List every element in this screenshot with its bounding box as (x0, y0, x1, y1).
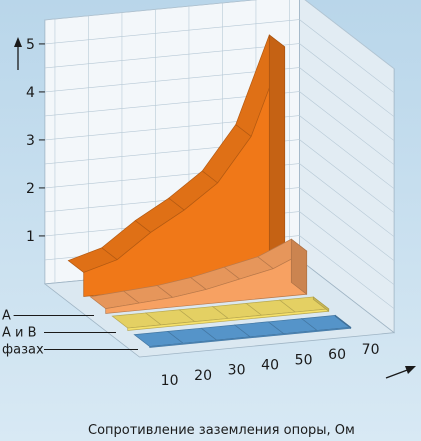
series-ribbons (67, 34, 352, 348)
grid-line-value (44, 0, 395, 69)
series-front-face (105, 250, 308, 314)
y-tick-label: 2 (26, 181, 35, 197)
y-axis-arrow (14, 37, 22, 70)
series-front-face (149, 326, 352, 348)
series-front-face (127, 308, 330, 331)
grid-line-value (44, 163, 395, 237)
x-tick-label: 20 (194, 368, 212, 384)
grid-line-value (44, 43, 395, 117)
series-ribbon (111, 296, 330, 331)
series-legend: A A и B фазах (2, 309, 138, 358)
y-axis-ticks: 1 2 3 4 5 (26, 37, 45, 245)
x-tick-label: 70 (362, 342, 380, 358)
grid-line-value (44, 187, 395, 261)
legend-label: A и B (2, 326, 37, 341)
grid-line-value (44, 91, 395, 165)
grid-line-value (44, 67, 395, 141)
x-tick-label: 50 (295, 352, 313, 368)
grid-line-value (44, 115, 395, 189)
grid-line-value (44, 19, 395, 93)
x-tick-label: 10 (161, 373, 179, 389)
series-ribbon (89, 238, 308, 314)
series-end-cap (268, 34, 286, 278)
series-ribbon (67, 34, 286, 297)
x-tick-label: 30 (228, 363, 246, 379)
legend-label: A (2, 309, 11, 324)
y-tick-label: 4 (26, 85, 35, 101)
x-axis-arrow (385, 366, 416, 379)
y-tick-label: 3 (26, 133, 35, 149)
y-tick-label: 5 (26, 37, 35, 53)
y-tick-label: 1 (26, 229, 35, 245)
x-tick-label: 40 (261, 358, 279, 374)
x-tick-label: 60 (328, 347, 346, 363)
x-axis-title: Сопротивление заземления опоры, Ом (88, 423, 355, 438)
legend-label: фазах (2, 343, 44, 358)
x-axis-ticks: 10 20 30 40 50 60 70 (161, 342, 380, 389)
grid-line-value (44, 139, 395, 213)
series-ribbon (133, 314, 352, 348)
